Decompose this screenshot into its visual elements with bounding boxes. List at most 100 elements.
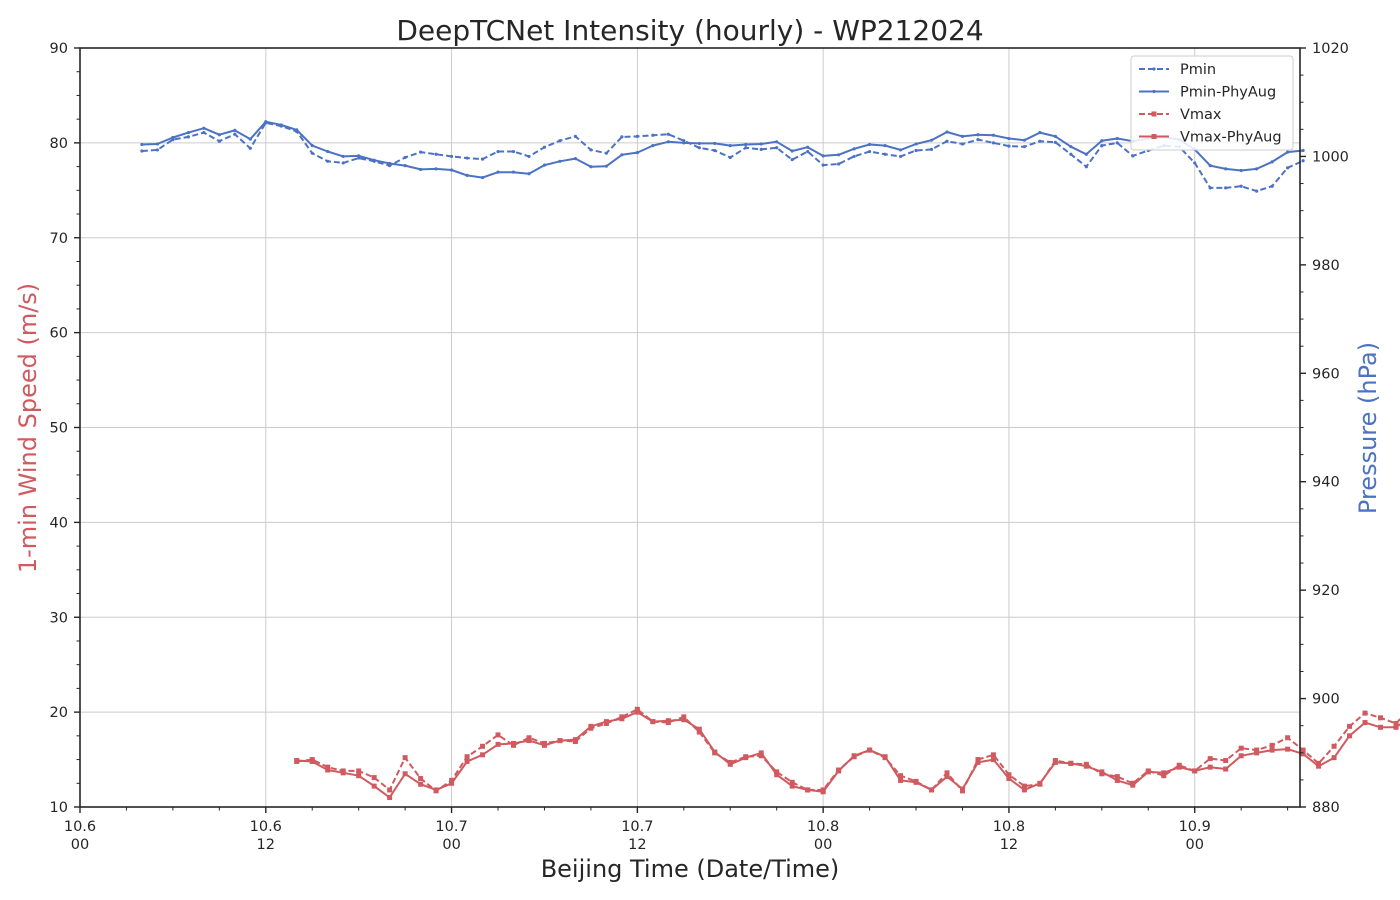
- data-point-pmin: [635, 134, 639, 138]
- x-axis-label: Beijing Time (Date/Time): [541, 855, 840, 883]
- data-point-pmin: [465, 156, 469, 160]
- data-point-vmax-phyaug: [975, 759, 981, 765]
- y-right-tick-label: 960: [1312, 366, 1340, 382]
- data-point-vmax: [1238, 745, 1244, 751]
- data-point-pmin: [1115, 141, 1119, 145]
- data-point-pmin-phyaug: [898, 148, 903, 152]
- data-point-pmin: [341, 161, 345, 165]
- data-point-vmax-phyaug: [1176, 764, 1182, 770]
- data-point-pmin-phyaug: [527, 172, 531, 176]
- legend: Pmin Pmin-PhyAug Vmax Vmax-PhyAug: [1130, 55, 1294, 151]
- data-point-vmax-phyaug: [1021, 787, 1027, 793]
- data-point-pmin-phyaug: [1022, 138, 1027, 142]
- data-point-pmin: [744, 146, 748, 150]
- data-point-vmax-phyaug: [495, 741, 501, 747]
- data-point-pmin: [233, 132, 237, 136]
- data-point-vmax-phyaug: [1300, 751, 1306, 757]
- data-point-pmin-phyaug: [419, 167, 423, 172]
- data-point-vmax: [464, 754, 470, 760]
- data-point-vmax-phyaug: [464, 758, 470, 764]
- data-point-pmin: [604, 151, 608, 155]
- data-point-pmin-phyaug: [1301, 148, 1305, 153]
- data-point-pmin: [821, 163, 825, 167]
- data-point-vmax-phyaug: [805, 787, 811, 793]
- x-tick-label-time: 00: [442, 837, 460, 853]
- data-point-vmax: [990, 752, 996, 758]
- data-point-pmin: [310, 151, 314, 155]
- data-point-pmin-phyaug: [666, 140, 670, 144]
- data-point-pmin: [991, 141, 996, 145]
- data-point-pmin-phyaug: [682, 141, 686, 145]
- data-point-pmin-phyaug: [279, 123, 283, 127]
- data-point-vmax-phyaug: [944, 774, 950, 780]
- data-point-vmax-phyaug: [340, 770, 346, 776]
- data-point-pmin: [1069, 152, 1073, 156]
- legend-label: Vmax: [1180, 107, 1222, 123]
- y-axis-label-left: 1-min Wind Speed (m/s): [14, 283, 42, 573]
- data-point-pmin: [697, 146, 701, 150]
- x-tick-label-time: 00: [1185, 837, 1203, 853]
- data-point-pmin: [976, 138, 980, 142]
- x-tick-label-date: 10.8: [993, 819, 1025, 835]
- data-point-pmin-phyaug: [248, 137, 252, 141]
- y-right-tick-label: 980: [1312, 258, 1340, 274]
- data-point-vmax-phyaug: [836, 768, 842, 774]
- data-point-vmax-phyaug: [1068, 760, 1074, 766]
- data-point-pmin: [883, 152, 887, 156]
- data-point-vmax-phyaug: [371, 783, 377, 789]
- data-point-pmin-phyaug: [403, 164, 407, 168]
- data-point-pmin: [852, 154, 856, 159]
- data-point-vmax-phyaug: [1192, 768, 1198, 774]
- data-point-pmin: [1084, 165, 1088, 169]
- data-point-pmin-phyaug: [171, 135, 175, 140]
- data-point-vmax: [1331, 743, 1337, 749]
- data-point-pmin: [496, 149, 500, 154]
- data-point-pmin-phyaug: [837, 153, 841, 157]
- data-point-vmax: [418, 776, 424, 782]
- data-point-vmax-phyaug: [990, 757, 996, 763]
- data-point-pmin: [929, 147, 934, 151]
- data-point-vmax-phyaug: [1223, 766, 1229, 772]
- y-left-tick-label: 20: [50, 705, 68, 721]
- data-point-vmax-phyaug: [650, 719, 656, 725]
- data-point-vmax-phyaug: [449, 780, 455, 786]
- data-point-pmin-phyaug: [511, 170, 516, 174]
- data-point-pmin: [217, 139, 221, 143]
- data-point-vmax-phyaug: [1006, 776, 1012, 782]
- data-point-pmin: [898, 154, 903, 159]
- data-point-pmin: [945, 139, 949, 143]
- data-point-pmin-phyaug: [310, 143, 314, 148]
- data-point-pmin-phyaug: [620, 153, 624, 157]
- data-point-pmin: [480, 157, 485, 161]
- data-point-pmin: [666, 132, 670, 136]
- data-point-vmax-phyaug: [727, 761, 733, 767]
- data-point-vmax-phyaug: [820, 789, 826, 795]
- data-point-pmin: [1224, 186, 1228, 190]
- data-point-pmin: [248, 146, 252, 150]
- legend-marker: [1151, 111, 1157, 117]
- data-point-pmin-phyaug: [821, 154, 825, 158]
- data-point-vmax-phyaug: [634, 709, 640, 715]
- data-point-pmin: [1208, 186, 1212, 190]
- data-point-pmin: [960, 142, 965, 146]
- data-point-vmax-phyaug: [433, 787, 439, 793]
- data-point-vmax-phyaug: [867, 747, 873, 753]
- data-point-pmin-phyaug: [155, 142, 160, 146]
- data-point-pmin: [542, 145, 547, 149]
- data-point-pmin: [651, 133, 655, 137]
- data-point-vmax: [1114, 774, 1120, 780]
- y-left-tick-label: 50: [50, 421, 68, 437]
- y-left-tick-label: 40: [50, 515, 68, 531]
- data-point-vmax-phyaug: [588, 723, 594, 729]
- data-point-pmin-phyaug: [1239, 168, 1243, 173]
- data-point-pmin: [202, 130, 206, 135]
- data-point-pmin-phyaug: [635, 151, 639, 155]
- data-point-pmin-phyaug: [496, 170, 500, 174]
- data-point-pmin: [837, 162, 841, 166]
- data-point-pmin-phyaug: [1100, 139, 1104, 143]
- data-point-pmin: [434, 152, 438, 156]
- data-point-pmin-phyaug: [1115, 136, 1119, 141]
- y-left-tick-label: 90: [50, 41, 68, 57]
- data-point-pmin-phyaug: [264, 120, 268, 124]
- data-point-vmax-phyaug: [511, 740, 517, 746]
